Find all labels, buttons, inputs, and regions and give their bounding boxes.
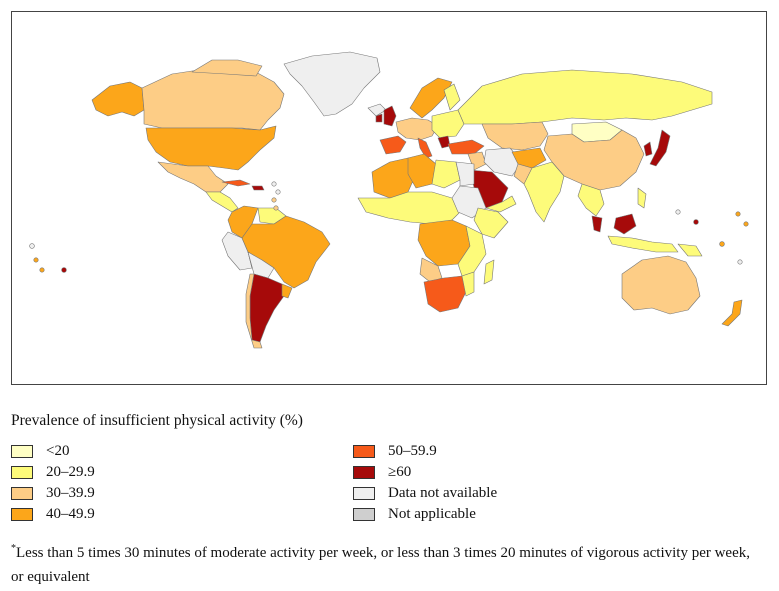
region-png (677, 243, 703, 257)
region-borneo (613, 213, 637, 235)
legend-swatch (11, 508, 33, 521)
region-turkey (447, 139, 485, 155)
legend-item: 30–39.9 (11, 483, 95, 504)
region-uk (383, 105, 397, 127)
region-caribbean-island (273, 205, 279, 211)
region-balkans (437, 135, 451, 149)
region-italy (417, 137, 433, 159)
region-pacific-island (29, 243, 35, 249)
region-alaska (91, 81, 145, 117)
legend-item: Data not available (353, 483, 497, 504)
region-bolivia (247, 251, 275, 279)
legend-label: 20–29.9 (46, 464, 95, 480)
region-india (523, 161, 565, 223)
footnote-text: Less than 5 times 30 minutes of moderate… (11, 545, 750, 585)
legend-swatch (11, 445, 33, 458)
region-central-asia (511, 147, 547, 169)
legend-swatch (11, 487, 33, 500)
region-pacific-island (735, 211, 741, 217)
region-iran (483, 147, 523, 177)
region-caribbean-island (275, 189, 281, 195)
region-uruguay (281, 283, 293, 299)
region-pacific-island (737, 259, 743, 265)
region-madagascar (483, 259, 495, 285)
legend-label: Not applicable (388, 506, 476, 522)
legend-label: 40–49.9 (46, 506, 95, 522)
region-cuba (221, 179, 251, 187)
legend-label: <20 (46, 443, 70, 459)
region-caribbean-island (271, 197, 277, 203)
region-kazakhstan (481, 121, 549, 151)
region-libya (431, 159, 461, 189)
world-map-svg (29, 51, 749, 349)
legend-item: ≥60 (353, 462, 497, 483)
legend-column-left: <20 20–29.9 30–39.9 40–49.9 (11, 441, 95, 525)
legend-swatch (353, 445, 375, 458)
region-se-asia (577, 183, 605, 217)
region-indonesia (607, 235, 679, 253)
region-scandinavia (409, 77, 453, 119)
world-map (11, 11, 767, 385)
region-horn-africa (473, 207, 509, 239)
region-malaysia (591, 215, 603, 233)
legend-item: 40–49.9 (11, 504, 95, 525)
region-mozambique (461, 271, 475, 297)
legend-swatch (353, 487, 375, 500)
legend-swatch (353, 508, 375, 521)
region-australia (621, 255, 701, 315)
region-pacific-island (61, 267, 67, 273)
region-spain (379, 135, 407, 155)
region-pacific-island (39, 267, 45, 273)
region-europe-west (395, 117, 439, 141)
region-pacific-island (675, 209, 681, 215)
region-canada (141, 67, 285, 131)
region-argentina (249, 273, 285, 343)
legend-swatch (353, 466, 375, 479)
legend-item: 50–59.9 (353, 441, 497, 462)
region-yemen-oman (485, 195, 517, 213)
region-finland (443, 83, 461, 111)
region-pacific-island (743, 221, 749, 227)
legend-swatch (11, 466, 33, 479)
region-russia (457, 69, 713, 125)
legend-label: 50–59.9 (388, 443, 437, 459)
region-korea (643, 141, 653, 157)
region-ireland (375, 113, 383, 123)
region-usa (145, 125, 277, 171)
legend-item: <20 (11, 441, 95, 462)
region-philippines (637, 187, 647, 209)
legend-label: ≥60 (388, 464, 412, 480)
region-greenland (283, 51, 381, 117)
footnote-marker: * (11, 543, 16, 554)
region-egypt (455, 161, 475, 187)
region-pacific-island (33, 257, 39, 263)
legend-item: Not applicable (353, 504, 497, 525)
region-canada-islands (191, 59, 263, 77)
legend-column-right: 50–59.9 ≥60 Data not available Not appli… (353, 441, 497, 525)
region-japan (649, 129, 671, 167)
region-sahel (357, 191, 465, 225)
legend-item: 20–29.9 (11, 462, 95, 483)
footnote: *Less than 5 times 30 minutes of moderat… (11, 537, 751, 589)
region-southern-africa (423, 275, 467, 313)
region-hispaniola (251, 185, 265, 191)
region-north-africa-west (371, 157, 417, 199)
region-central-america (205, 191, 239, 213)
region-pacific-island (719, 241, 725, 247)
legend-title: Prevalence of insufficient physical acti… (11, 412, 303, 429)
region-iceland (367, 103, 387, 117)
region-pacific-island (693, 219, 699, 225)
region-caribbean-island (271, 181, 277, 187)
region-new-zealand (721, 299, 743, 327)
legend-label: Data not available (388, 485, 498, 501)
region-chile (245, 273, 263, 349)
legend-label: 30–39.9 (46, 485, 95, 501)
region-europe-east (431, 109, 465, 139)
